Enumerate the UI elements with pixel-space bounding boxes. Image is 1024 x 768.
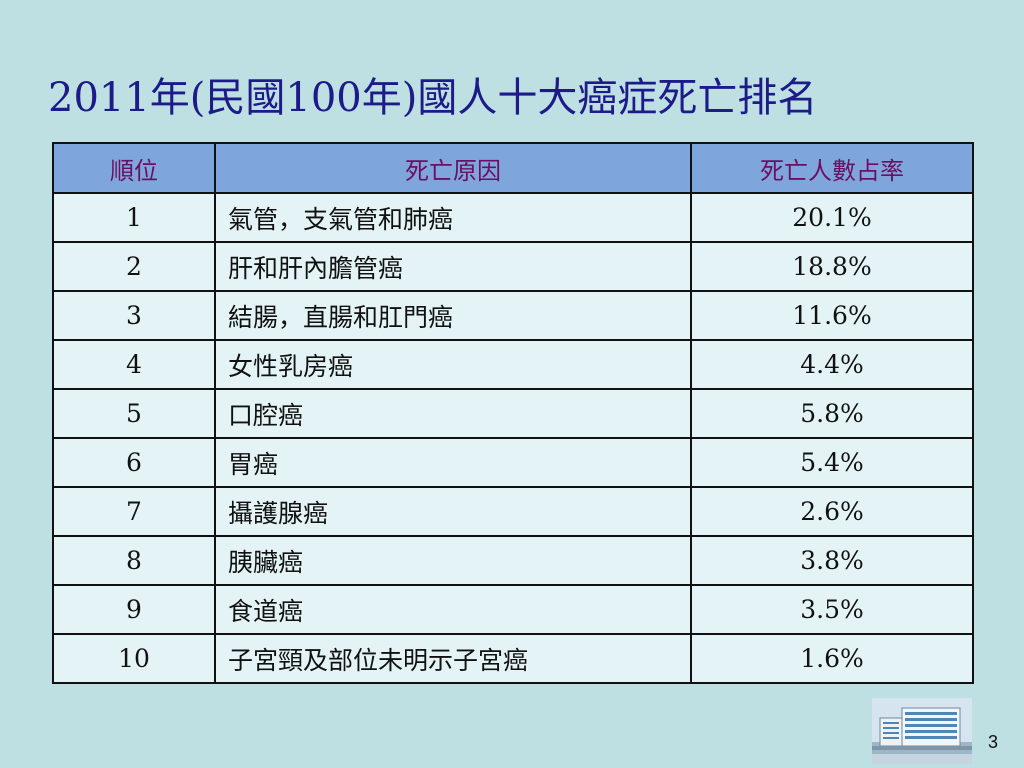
rank-cell: 6 xyxy=(52,437,216,488)
share-cell: 1.6% xyxy=(690,633,974,684)
rank-cell: 2 xyxy=(52,241,216,292)
share-cell: 3.8% xyxy=(690,535,974,586)
cancer-death-ranking-table: 順位 死亡原因 死亡人數占率 1 氣管，支氣管和肺癌 20.1% 2 肝和肝內膽… xyxy=(52,142,974,684)
table-row: 7 攝護腺癌 2.6% xyxy=(52,486,974,537)
header-cause: 死亡原因 xyxy=(214,142,692,194)
cause-cell: 氣管，支氣管和肺癌 xyxy=(214,192,692,243)
share-cell: 3.5% xyxy=(690,584,974,635)
table-row: 10 子宮頸及部位未明示子宮癌 1.6% xyxy=(52,633,974,684)
rank-cell: 4 xyxy=(52,339,216,390)
rank-cell: 3 xyxy=(52,290,216,341)
cause-cell: 女性乳房癌 xyxy=(214,339,692,390)
table-row: 6 胃癌 5.4% xyxy=(52,437,974,488)
rank-cell: 9 xyxy=(52,584,216,635)
rank-cell: 10 xyxy=(52,633,216,684)
share-cell: 4.4% xyxy=(690,339,974,390)
page-number: 3 xyxy=(988,732,999,752)
cause-cell: 攝護腺癌 xyxy=(214,486,692,537)
cause-cell: 肝和肝內膽管癌 xyxy=(214,241,692,292)
rank-cell: 5 xyxy=(52,388,216,439)
cause-cell: 子宮頸及部位未明示子宮癌 xyxy=(214,633,692,684)
table-row: 3 結腸，直腸和肛門癌 11.6% xyxy=(52,290,974,341)
rank-cell: 8 xyxy=(52,535,216,586)
cause-cell: 結腸，直腸和肛門癌 xyxy=(214,290,692,341)
share-cell: 5.8% xyxy=(690,388,974,439)
hospital-building-icon xyxy=(872,698,972,764)
table-row: 9 食道癌 3.5% xyxy=(52,584,974,635)
cause-cell: 口腔癌 xyxy=(214,388,692,439)
header-rank: 順位 xyxy=(52,142,216,194)
rank-cell: 1 xyxy=(52,192,216,243)
table-row: 4 女性乳房癌 4.4% xyxy=(52,339,974,390)
share-cell: 11.6% xyxy=(690,290,974,341)
share-cell: 2.6% xyxy=(690,486,974,537)
cause-cell: 食道癌 xyxy=(214,584,692,635)
table-row: 1 氣管，支氣管和肺癌 20.1% xyxy=(52,192,974,243)
share-cell: 5.4% xyxy=(690,437,974,488)
share-cell: 20.1% xyxy=(690,192,974,243)
table-row: 5 口腔癌 5.8% xyxy=(52,388,974,439)
header-death-share: 死亡人數占率 xyxy=(690,142,974,194)
table-row: 2 肝和肝內膽管癌 18.8% xyxy=(52,241,974,292)
table-header-row: 順位 死亡原因 死亡人數占率 xyxy=(52,142,974,194)
table-row: 8 胰臟癌 3.8% xyxy=(52,535,974,586)
cause-cell: 胰臟癌 xyxy=(214,535,692,586)
hospital-building-picture xyxy=(872,698,972,764)
cause-cell: 胃癌 xyxy=(214,437,692,488)
rank-cell: 7 xyxy=(52,486,216,537)
share-cell: 18.8% xyxy=(690,241,974,292)
slide-title: 2011年(民國100年)國人十大癌症死亡排名 xyxy=(48,75,818,121)
